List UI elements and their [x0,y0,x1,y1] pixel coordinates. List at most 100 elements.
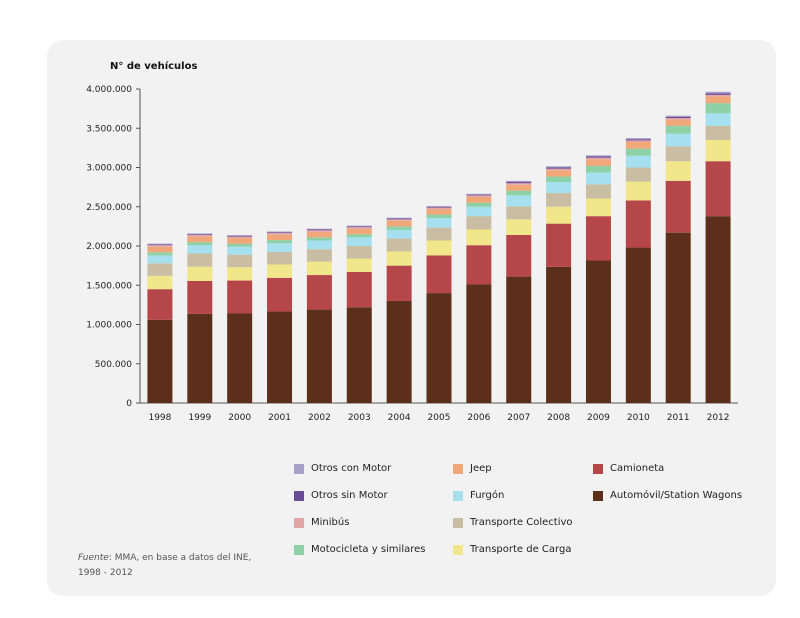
bar-segment [267,277,293,312]
bar-segment [506,206,532,220]
bar-segment [227,238,253,244]
x-tick-label: 2011 [667,413,690,423]
bar-segment [187,266,213,281]
legend-item: Furgón [453,490,504,501]
bar-segment [426,206,452,208]
bar-segment [585,155,611,157]
bar-segment [585,172,611,185]
bar-segment [227,280,253,314]
legend-item: Minibús [294,517,349,528]
bar-segment [625,140,651,142]
bar-segment [267,243,293,252]
legend-swatch [294,490,304,501]
bar-segment [625,200,651,248]
x-tick-label: 2001 [268,413,291,423]
bar-segment [306,228,332,230]
bar-segment [426,205,452,207]
bar-segment [625,141,651,149]
bar-segment [227,246,253,255]
bar-segment [585,156,611,158]
bar-segment [466,202,492,207]
bar-segment [705,94,731,97]
bar-segment [625,139,651,141]
bar-segment [386,251,412,266]
bars [147,91,731,403]
bar-segment [466,196,492,203]
legend-label: Otros sin Motor [311,490,388,501]
bar-segment [665,146,691,162]
bar-segment [346,237,372,246]
legend-swatch [453,517,463,528]
bar-segment [147,275,173,290]
bar-segment [386,229,412,239]
legend-item: Transporte de Carga [453,544,571,555]
source-text: : MMA, en base a datos del INE, [108,553,252,563]
bar-segment [625,247,651,403]
bar-segment [665,180,691,233]
bar-segment [346,225,372,227]
bar-segment [426,218,452,228]
bar-segment [466,194,492,196]
bar-segment [386,238,412,252]
legend-item: Otros sin Motor [294,490,388,501]
bar-segment [665,125,691,134]
bar-segment [506,182,532,184]
bar-segment [187,233,213,235]
y-axis-label: N° de vehículos [110,60,197,72]
bar-segment [187,242,213,246]
bar-segment [426,255,452,294]
legend-swatch [294,463,304,474]
bar-segment [546,166,572,168]
x-tick-label: 1999 [188,413,211,423]
x-tick-label: 2008 [547,413,570,423]
bar-segment [665,118,691,120]
bar-segment [386,217,412,219]
bar-segment [506,195,532,207]
bar-segment [306,275,332,310]
bar-segment [227,313,253,403]
bar-segment [665,115,691,117]
bar-segment [147,255,173,264]
bar-segment [267,232,293,234]
bar-segment [506,219,532,236]
bar-segment [306,309,332,403]
bar-segment [267,251,293,265]
bar-segment [546,182,572,194]
bar-segment [187,236,213,243]
bar-segment [306,249,332,262]
bar-segment [625,148,651,156]
bar-segment [346,234,372,238]
bar-segment [426,227,452,241]
legend-swatch [593,490,603,501]
bar-segment [665,116,691,119]
bar-segment [227,243,253,247]
x-tick-label: 2010 [627,413,650,423]
legend-label: Automóvil/Station Wagons [610,490,743,501]
bar-segment [267,234,293,241]
bar-segment [546,176,572,183]
legend-label: Furgón [470,490,505,501]
x-tick-label: 2003 [348,413,371,423]
y-tick-label: 500.000 [95,360,132,370]
bar-segment [506,190,532,196]
bar-segment [705,161,731,217]
legend-swatch [593,463,603,474]
bar-segment [546,168,572,171]
bar-segment [466,216,492,230]
bar-segment [306,261,332,276]
bar-segment [705,113,731,126]
bar-segment [346,228,372,235]
x-tick-label: 2000 [228,413,251,423]
bar-segment [147,246,173,253]
x-tick-label: 2009 [587,413,610,423]
bar-segment [346,258,372,272]
bar-segment [187,253,213,267]
bar-segment [147,244,173,246]
bar-segment [585,216,611,261]
x-axis: 1998 1999 2000 2001 2002 2003 2004 2005 2006 2007… [140,402,738,423]
bar-segment [426,240,452,256]
y-axis: 0 500.000 1.000.000 1.500.000 2.000.000 2.500… [86,85,141,409]
source-note: Fuente: MMA, en base a datos del INE, 19… [78,551,278,581]
legend-swatch [453,544,463,555]
